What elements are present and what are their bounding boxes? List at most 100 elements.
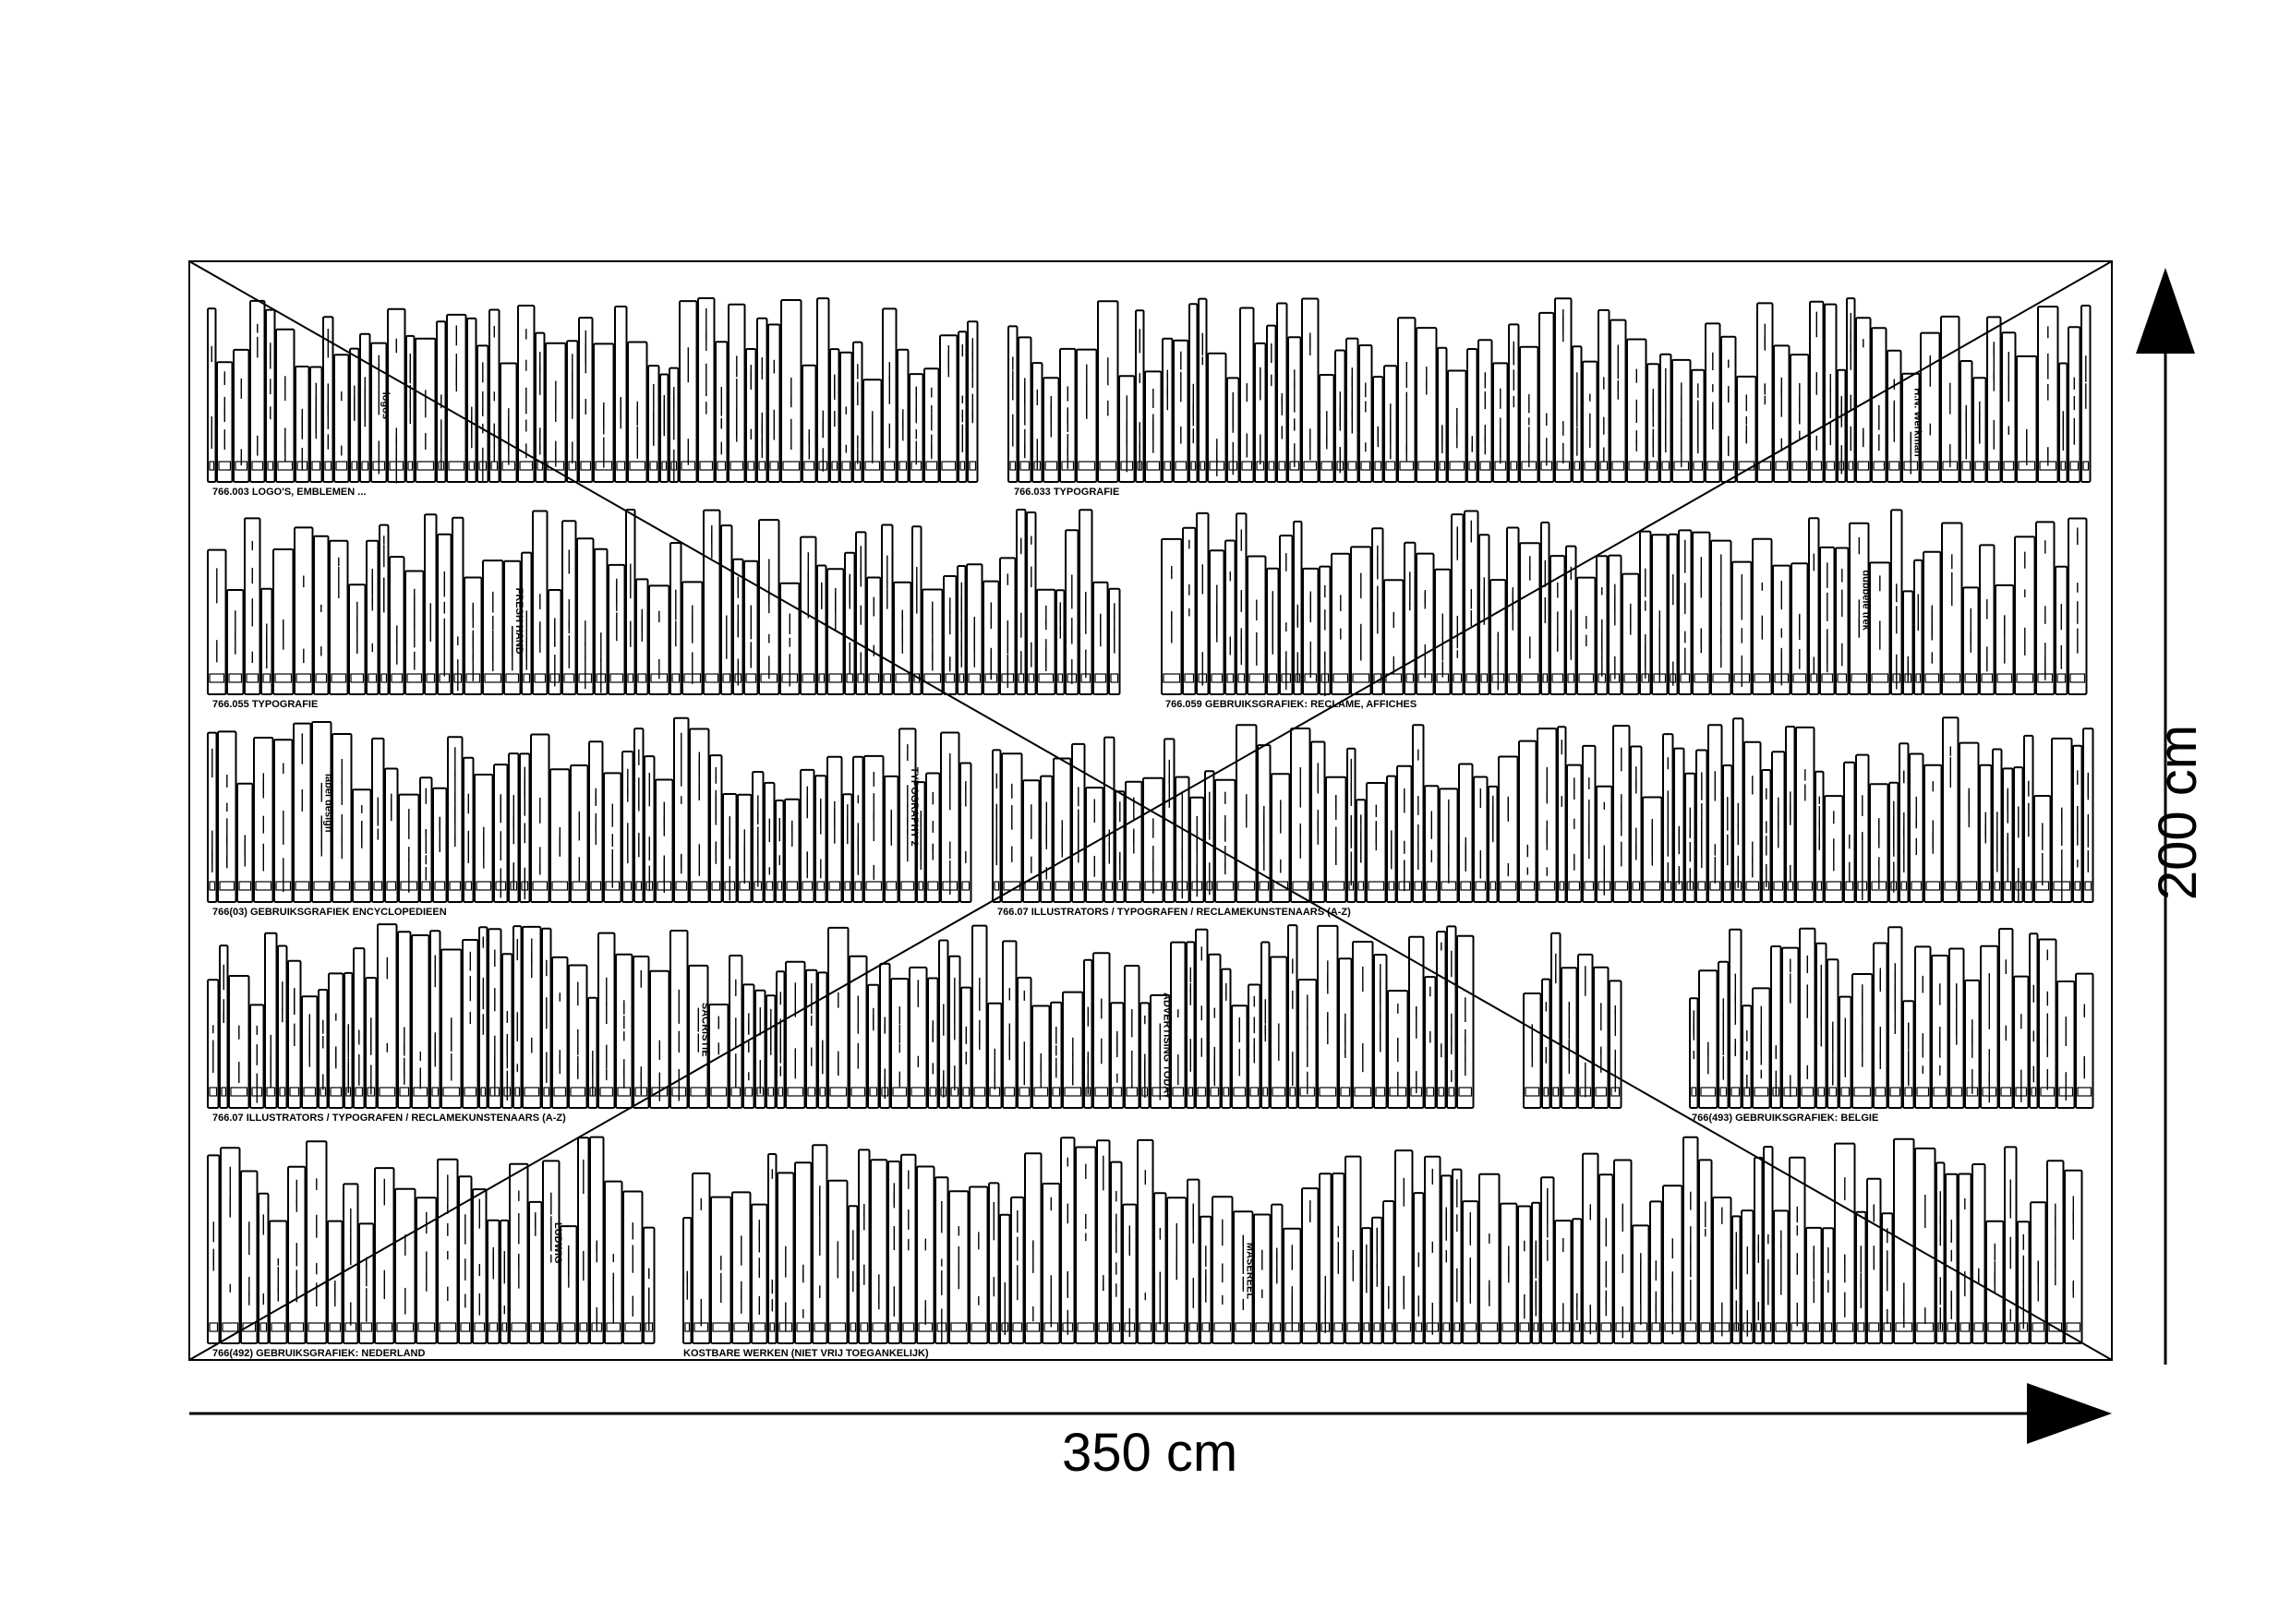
book-spine xyxy=(1518,740,1537,903)
book-spine-tag xyxy=(1875,1087,1887,1097)
book-spine-tag xyxy=(850,1087,866,1097)
book-spine xyxy=(644,755,656,903)
book-spine-tag xyxy=(711,881,721,891)
book-spine xyxy=(1958,1173,1972,1344)
book-spine xyxy=(1914,945,1932,1110)
book-spine-tag xyxy=(1584,461,1597,471)
book-spine-tag xyxy=(1916,1087,1930,1097)
spine-title: dubbele trek xyxy=(1860,570,1871,631)
book-spine-tag xyxy=(1464,1322,1477,1332)
book-spine xyxy=(318,989,329,1109)
book-spine-tag xyxy=(335,461,348,471)
book-spine xyxy=(437,533,452,695)
book-spine xyxy=(643,1226,656,1344)
book-spine xyxy=(1598,308,1610,483)
book-spine-tag xyxy=(484,673,502,683)
book-spine-tag xyxy=(355,1087,364,1097)
book-spine xyxy=(2001,331,2017,483)
book-spine xyxy=(1153,1192,1167,1344)
book-spine xyxy=(1582,1152,1599,1344)
book-spine xyxy=(1254,342,1267,483)
book-spine-tag xyxy=(1004,1087,1016,1097)
book-spine xyxy=(1208,953,1222,1110)
book-spine-tag xyxy=(295,673,312,683)
book-spine-tag xyxy=(1168,1322,1186,1332)
width-dimension-label: 350 cm xyxy=(1062,1423,1238,1483)
book-spine-tag xyxy=(841,461,851,471)
book-spine xyxy=(384,767,399,903)
book-spine-tag xyxy=(331,673,347,683)
book-spine xyxy=(1396,764,1413,903)
book-spine-tag xyxy=(818,673,826,683)
book-spine xyxy=(233,348,250,483)
spine-title: SACRISTIE xyxy=(699,1003,710,1057)
book-spine-tag xyxy=(1340,1087,1351,1097)
book-spine-tag xyxy=(1226,673,1235,683)
book-spine-tag xyxy=(1262,1087,1269,1097)
book-spine-tag xyxy=(303,1087,317,1097)
book-spine-tag xyxy=(918,881,924,891)
book-spine xyxy=(720,524,733,695)
book-spine-tag xyxy=(407,461,414,471)
book-spine-tag xyxy=(1268,673,1278,683)
book-spine-tag xyxy=(1347,461,1357,471)
book-spine xyxy=(710,1196,732,1344)
book-spine-tag xyxy=(1817,1087,1826,1097)
book-spine-tag xyxy=(1468,461,1477,471)
book-spine xyxy=(1596,785,1613,904)
book-spine-tag xyxy=(1811,461,1823,471)
book-spine-tag xyxy=(712,1322,730,1332)
book-spine-tag xyxy=(1567,673,1575,683)
book-spine xyxy=(1026,511,1037,695)
book-spine-tag xyxy=(990,1322,998,1332)
book-spine-tag xyxy=(1044,461,1058,471)
book-spine xyxy=(1610,319,1627,483)
spine-title: MASEREEL xyxy=(1244,1243,1255,1299)
book-spine-tag xyxy=(406,673,423,683)
book-spine-tag xyxy=(1857,461,1870,471)
book-spine xyxy=(983,580,1000,695)
book-spine-tag xyxy=(1922,461,1939,471)
book-spine xyxy=(764,781,776,904)
book-spine-tag xyxy=(1889,1087,1901,1097)
book-spine xyxy=(939,334,959,483)
book-spine xyxy=(1557,726,1567,904)
book-spine xyxy=(1301,297,1320,483)
book-spine-tag xyxy=(1018,673,1025,683)
book-spine-tag xyxy=(514,1087,521,1097)
spine-title: TYPOGRAPHY 2 xyxy=(909,767,920,847)
book-spine-tag xyxy=(2003,461,2015,471)
book-spine-tag xyxy=(2016,673,2034,683)
book-spine-tag xyxy=(769,1322,776,1332)
book-spine-tag xyxy=(1255,1322,1270,1332)
book-spine xyxy=(542,1160,561,1345)
book-spine-tag xyxy=(1730,1087,1741,1097)
book-spine-tag xyxy=(1292,881,1309,891)
book-spine xyxy=(528,1200,543,1345)
book-spine xyxy=(800,768,815,904)
book-spine-tag xyxy=(1950,1087,1963,1097)
book-spine xyxy=(1302,567,1320,696)
book-spine xyxy=(1613,1159,1633,1344)
book-spine-tag xyxy=(1303,461,1318,471)
book-spine-tag xyxy=(1848,461,1854,471)
book-spine xyxy=(1541,978,1551,1109)
spine-title: ADVERTISING TODAY xyxy=(1161,992,1172,1100)
book-spine xyxy=(858,1149,871,1345)
book-spine xyxy=(1698,1159,1713,1345)
book-spine-tag xyxy=(448,461,465,471)
book-spine-tag xyxy=(238,881,252,891)
book-spine-tag xyxy=(994,881,1000,891)
book-spine-tag xyxy=(1346,1322,1360,1332)
book-spine-tag xyxy=(1775,461,1789,471)
book-spine xyxy=(1416,327,1438,483)
book-spine-tag xyxy=(1360,461,1371,471)
book-spine-tag xyxy=(747,461,755,471)
book-spine-tag xyxy=(1320,461,1333,471)
book-spine xyxy=(1799,927,1816,1110)
book-spine xyxy=(649,969,670,1109)
book-spine xyxy=(535,331,546,483)
book-spine-tag xyxy=(1384,1322,1393,1332)
book-spine-tag xyxy=(635,881,643,891)
book-spine xyxy=(988,1182,1000,1345)
